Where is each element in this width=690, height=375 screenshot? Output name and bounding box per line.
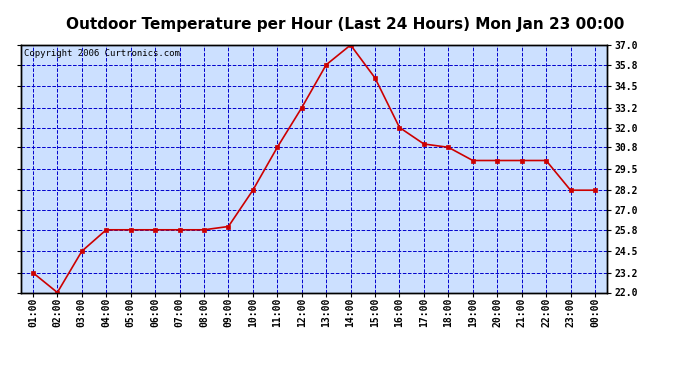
Text: Outdoor Temperature per Hour (Last 24 Hours) Mon Jan 23 00:00: Outdoor Temperature per Hour (Last 24 Ho… [66,17,624,32]
Text: Copyright 2006 Curtronics.com: Copyright 2006 Curtronics.com [23,49,179,58]
